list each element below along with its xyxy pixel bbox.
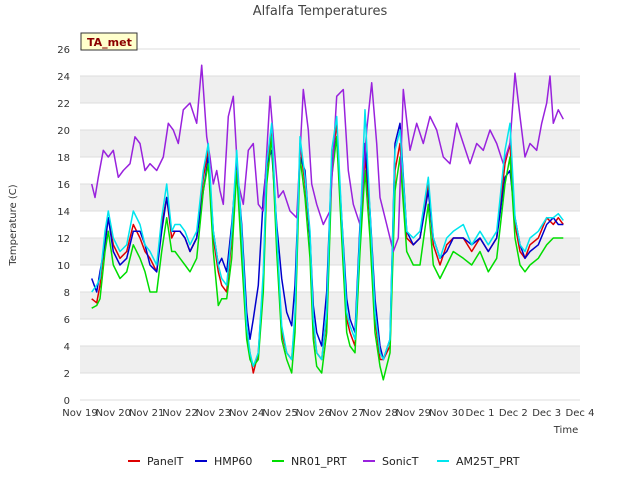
chart-title: Alfalfa Temperatures [253, 4, 388, 19]
x-tick-label: Nov 22 [162, 408, 197, 419]
y-tick-label: 26 [57, 45, 70, 56]
y-tick-label: 22 [57, 99, 70, 110]
x-axis-label: Time [553, 425, 578, 436]
legend-label-am25t-prt: AM25T_PRT [456, 455, 520, 468]
legend-label-nr01-prt: NR01_PRT [291, 455, 347, 468]
grid-band [80, 265, 580, 292]
x-tick-label: Nov 28 [362, 408, 397, 419]
x-tick-label: Nov 25 [262, 408, 297, 419]
ta-met-badge: TA_met [80, 32, 138, 51]
grid-band [80, 157, 580, 184]
series-line-sonict [90, 64, 564, 253]
x-tick-label: Nov 29 [396, 408, 431, 419]
grid-band [80, 346, 580, 373]
x-tick-label: Dec 2 [499, 408, 528, 419]
x-tick-label: Nov 21 [129, 408, 164, 419]
x-tick-label: Nov 23 [196, 408, 231, 419]
grid-band [80, 319, 580, 346]
ta-met-badge-text: TA_met [87, 36, 132, 49]
grid-band [80, 49, 580, 76]
legend-label-hmp60: HMP60 [214, 455, 252, 468]
grid-band [80, 292, 580, 319]
y-tick-label: 24 [57, 72, 70, 83]
legend-label-sonict: SonicT [382, 455, 419, 468]
legend-label-panelt: PanelT [147, 455, 184, 468]
y-tick-label: 0 [64, 396, 70, 407]
x-tick-label: Nov 20 [96, 408, 131, 419]
x-tick-label: Dec 3 [532, 408, 561, 419]
legend: PanelT HMP60 NR01_PRT SonicT AM25T_PRT [128, 455, 520, 468]
series-layer [90, 64, 564, 381]
y-tick-label: 6 [64, 315, 70, 326]
ta-met-badge-box [80, 32, 138, 51]
y-tick-label: 16 [57, 180, 70, 191]
grid-band [80, 373, 580, 400]
grid-band [80, 103, 580, 130]
x-tick-label: Nov 19 [62, 408, 97, 419]
grid-band [80, 76, 580, 103]
y-tick-label: 14 [57, 207, 70, 218]
x-tick-label: Dec 1 [466, 408, 495, 419]
y-tick-label: 10 [57, 261, 70, 272]
y-tick-label: 4 [64, 342, 70, 353]
y-tick-label: 18 [57, 153, 70, 164]
x-tick-label: Nov 26 [296, 408, 331, 419]
y-tick-label: 20 [57, 126, 70, 137]
y-tick-label: 2 [64, 369, 70, 380]
x-tick-label: Nov 30 [429, 408, 464, 419]
y-tick-label: 8 [64, 288, 70, 299]
series-line-am25t-prt [91, 109, 564, 368]
y-tick-label: 12 [57, 234, 70, 245]
x-tick-label: Nov 27 [329, 408, 364, 419]
x-tick-label: Nov 24 [229, 408, 264, 419]
y-axis-label: Temperature (C) [8, 184, 19, 266]
x-tick-label: Dec 4 [566, 408, 595, 419]
series-line-nr01-prt [91, 136, 564, 381]
